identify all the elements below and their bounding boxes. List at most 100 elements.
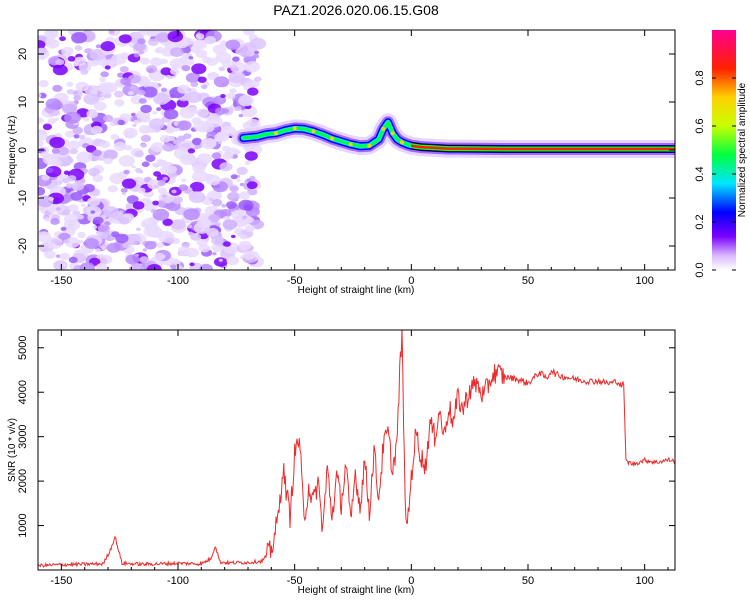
colorbar-tick-label: 0.6 bbox=[694, 118, 706, 133]
noise-blob bbox=[214, 257, 228, 267]
noise-blob bbox=[204, 36, 216, 45]
noise-blob bbox=[153, 171, 162, 177]
noise-blob bbox=[95, 248, 101, 253]
noise-blob bbox=[97, 224, 111, 233]
noise-blob bbox=[67, 56, 76, 62]
noise-blob bbox=[100, 41, 116, 52]
signal-hotspot bbox=[367, 143, 372, 148]
signal-hotspot bbox=[292, 126, 297, 131]
noise-blob bbox=[238, 94, 254, 107]
noise-blob bbox=[218, 66, 226, 72]
noise-blob bbox=[225, 152, 234, 158]
spectrogram-y-tick-label: 20 bbox=[17, 48, 29, 60]
signal-hotspot bbox=[400, 140, 404, 145]
noise-blob bbox=[207, 73, 213, 77]
snr-series-line bbox=[38, 330, 675, 568]
noise-blob bbox=[119, 66, 129, 73]
spectrogram-x-tick-label: -100 bbox=[167, 275, 189, 287]
spectrogram-frame bbox=[37, 29, 676, 271]
noise-blob bbox=[243, 61, 260, 73]
spectrogram-x-tick-label: -50 bbox=[287, 275, 303, 287]
noise-blob bbox=[232, 56, 240, 62]
noise-blob bbox=[77, 231, 86, 239]
noise-blob bbox=[150, 209, 157, 214]
noise-blob bbox=[240, 234, 248, 240]
noise-blob bbox=[238, 199, 254, 211]
noise-blob bbox=[49, 136, 65, 149]
colorbar-tick-label: 0.8 bbox=[694, 70, 706, 85]
noise-blob bbox=[64, 111, 81, 124]
noise-blob bbox=[140, 143, 148, 148]
noise-blob bbox=[213, 76, 230, 88]
noise-blob bbox=[160, 87, 167, 93]
noise-blob bbox=[150, 81, 158, 88]
noise-blob bbox=[187, 148, 196, 154]
noise-blob bbox=[92, 225, 98, 229]
noise-blob bbox=[186, 91, 202, 104]
noise-blob bbox=[137, 114, 149, 122]
noise-blob bbox=[244, 224, 256, 233]
noise-blob bbox=[140, 222, 148, 227]
snr-y-tick-label: 2000 bbox=[17, 469, 29, 493]
noise-blob bbox=[134, 150, 144, 158]
noise-blob bbox=[103, 149, 118, 160]
noise-blob bbox=[75, 81, 89, 92]
noise-blob bbox=[181, 178, 187, 182]
noise-blob bbox=[170, 68, 180, 75]
noise-blob bbox=[118, 216, 130, 225]
colorbar-tick-label: 0.4 bbox=[694, 166, 706, 181]
noise-blob bbox=[249, 175, 256, 181]
noise-blob bbox=[197, 76, 207, 83]
noise-blob bbox=[111, 231, 120, 238]
noise-blob bbox=[62, 178, 70, 184]
noise-blob bbox=[137, 38, 146, 45]
noise-blob bbox=[181, 65, 191, 72]
noise-blob bbox=[252, 54, 260, 59]
noise-blob bbox=[247, 188, 258, 196]
noise-blob bbox=[98, 82, 113, 93]
noise-blob bbox=[213, 73, 219, 78]
noise-blob bbox=[107, 185, 118, 193]
noise-blob bbox=[244, 160, 251, 165]
noise-blob bbox=[171, 64, 178, 70]
noise-blob bbox=[238, 240, 252, 250]
noise-blob bbox=[73, 56, 87, 66]
noise-blob bbox=[74, 45, 83, 51]
noise-blob bbox=[123, 169, 130, 175]
noise-blob bbox=[91, 125, 103, 134]
noise-blob bbox=[226, 256, 240, 266]
noise-blob bbox=[117, 72, 125, 78]
noise-blob bbox=[140, 134, 152, 142]
noise-blob bbox=[42, 123, 53, 131]
noise-blob bbox=[144, 240, 157, 250]
noise-blob bbox=[38, 40, 46, 50]
snr-y-ticks: 1000 2000 3000 4000 5000 bbox=[17, 336, 675, 538]
noise-blob bbox=[109, 30, 115, 35]
noise-blob bbox=[53, 260, 68, 270]
noise-blob bbox=[41, 174, 50, 181]
noise-blob bbox=[142, 248, 148, 252]
noise-blob bbox=[92, 216, 104, 225]
noise-blob bbox=[219, 162, 233, 172]
noise-blob bbox=[66, 81, 74, 87]
noise-blob bbox=[171, 219, 186, 230]
noise-blob bbox=[59, 252, 70, 261]
noise-blob bbox=[226, 93, 236, 100]
noise-blob bbox=[147, 179, 162, 190]
noise-blob bbox=[156, 107, 162, 111]
noise-blob bbox=[133, 119, 140, 125]
noise-blob bbox=[83, 93, 100, 105]
noise-blob bbox=[246, 118, 261, 130]
noise-blob bbox=[229, 185, 239, 193]
noise-blob bbox=[126, 195, 139, 204]
noise-blob bbox=[38, 129, 47, 135]
spectrogram-x-tick-label: 0 bbox=[408, 275, 414, 287]
snr-x-tick-label: 100 bbox=[635, 575, 653, 587]
noise-blob bbox=[64, 130, 76, 138]
noise-blob bbox=[157, 181, 165, 187]
noise-blob bbox=[44, 30, 59, 39]
noise-blob bbox=[128, 263, 145, 270]
colorbar-tick-label: 0.0 bbox=[694, 262, 706, 277]
noise-blob bbox=[221, 203, 227, 208]
noise-blob bbox=[209, 197, 214, 201]
